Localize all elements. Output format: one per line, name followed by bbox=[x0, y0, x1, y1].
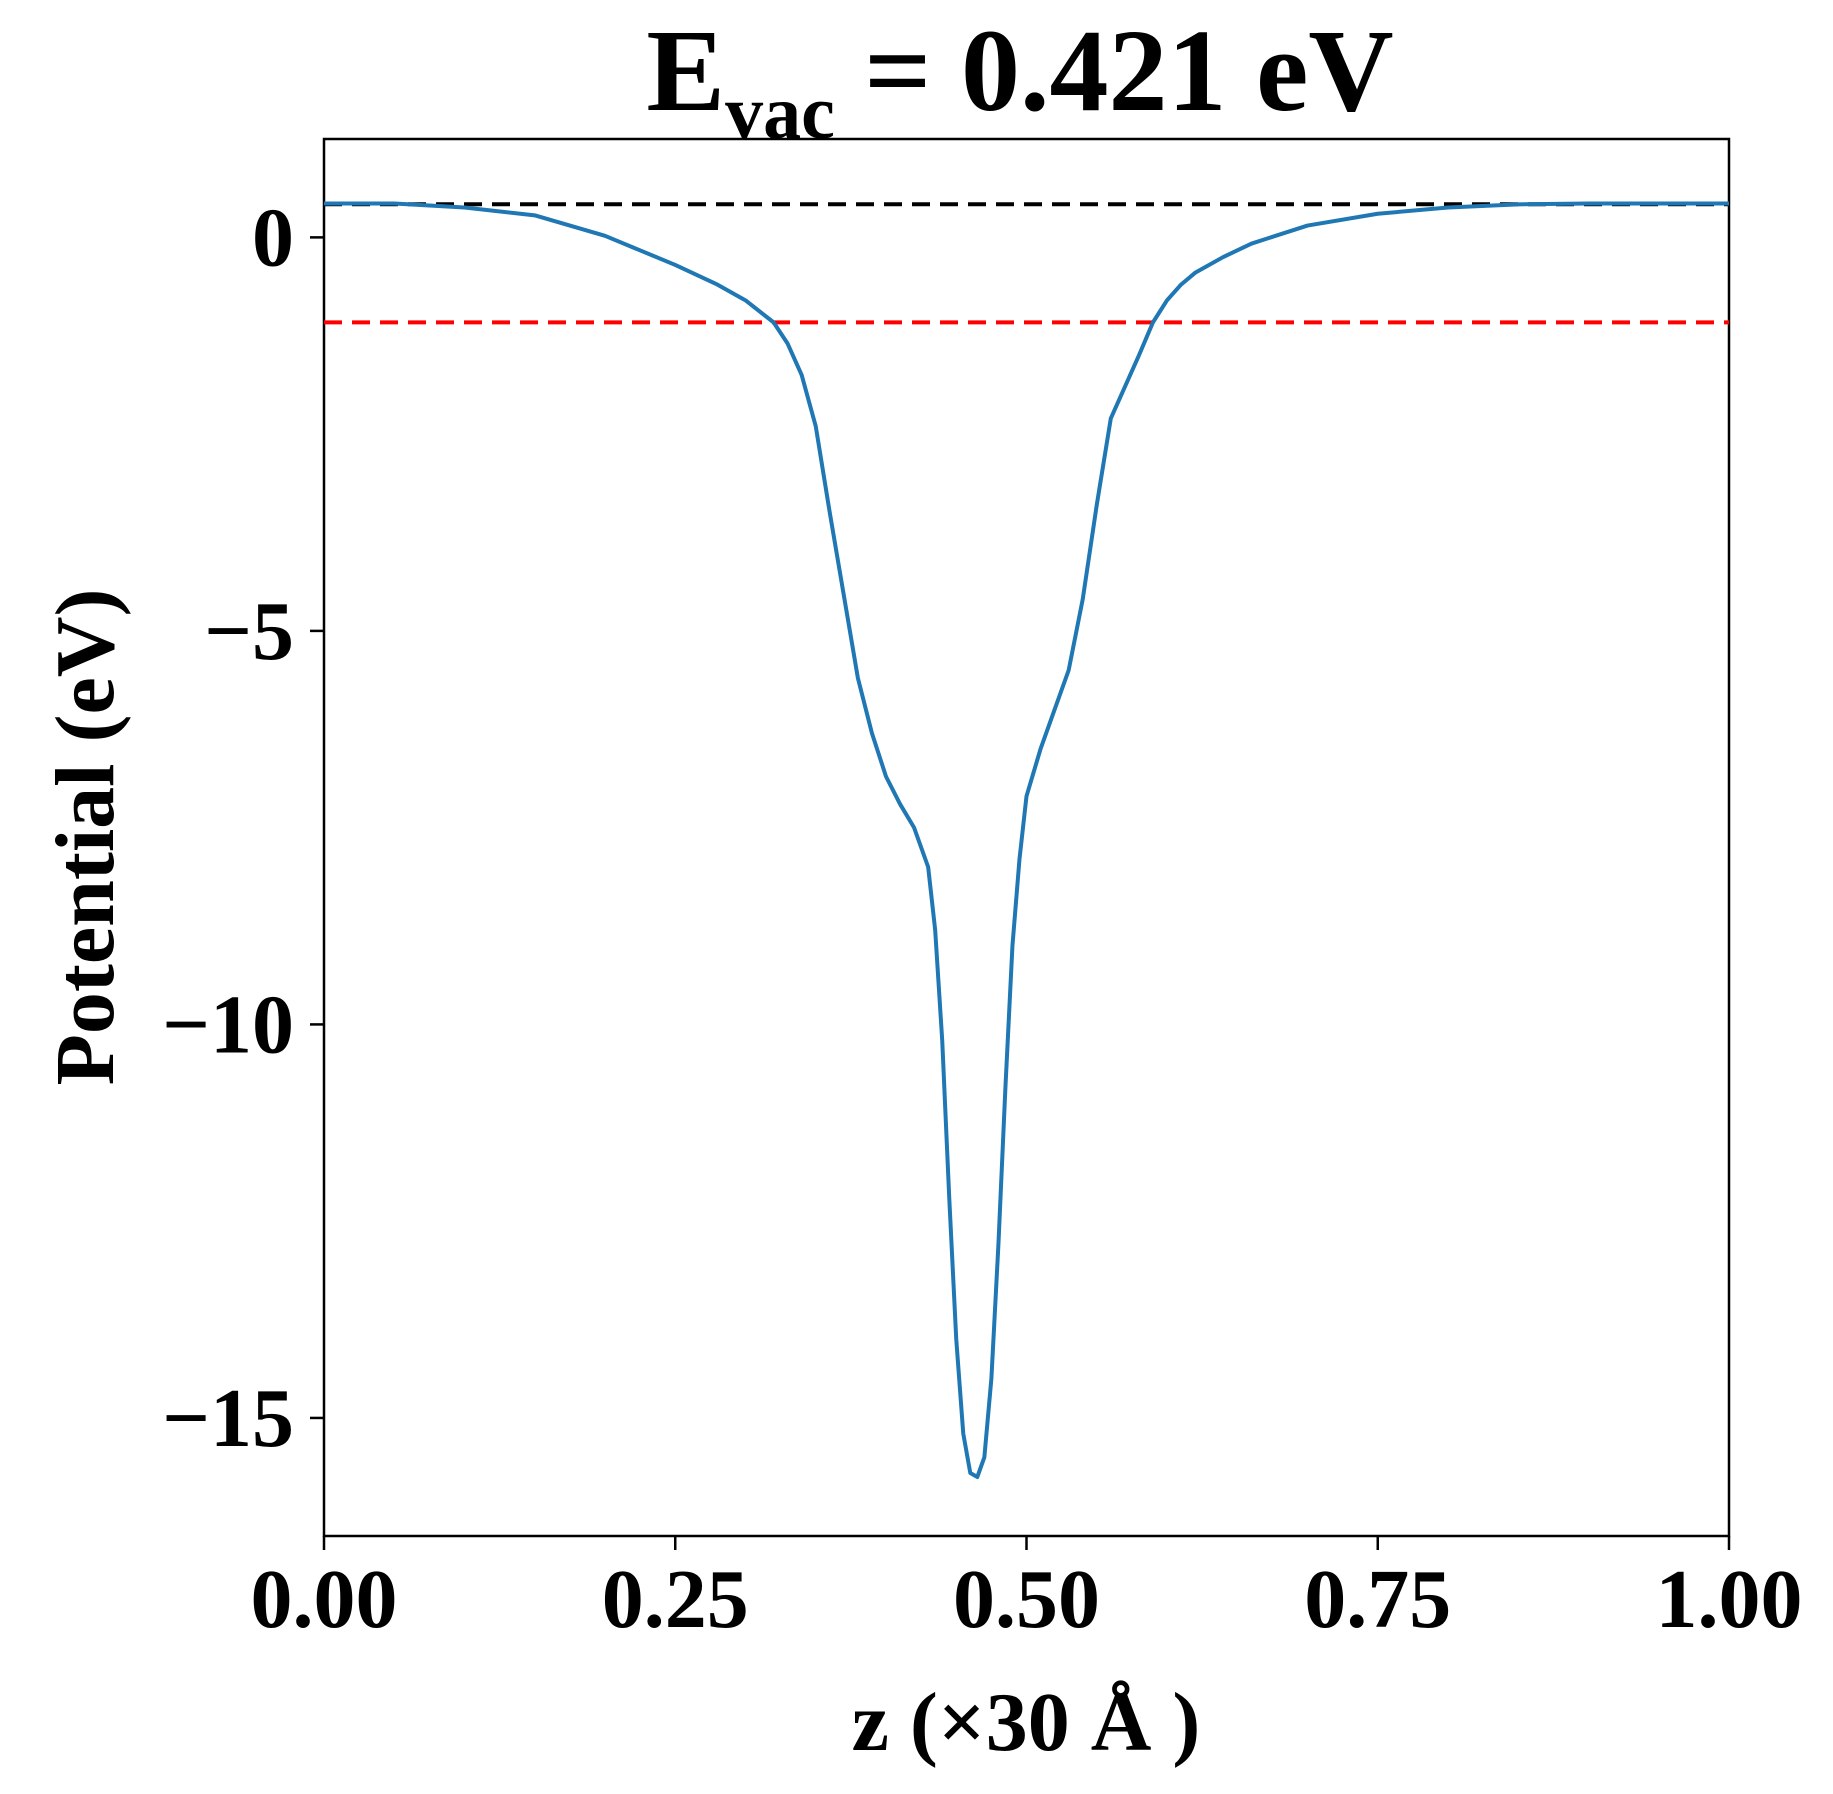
x-tick-label: 1.00 bbox=[1656, 1553, 1803, 1646]
y-tick-label: −10 bbox=[162, 978, 294, 1071]
x-tick-label: 0.00 bbox=[251, 1553, 398, 1646]
y-tick-label: −15 bbox=[162, 1372, 294, 1465]
y-axis-label: Potential (eV) bbox=[39, 589, 132, 1086]
y-tick-label: 0 bbox=[252, 191, 294, 284]
x-axis-ticks: 0.00 0.25 0.50 0.75 1.00 bbox=[251, 1536, 1803, 1646]
y-axis-ticks: 0 −5 −10 −15 bbox=[162, 191, 324, 1465]
title-main: E bbox=[646, 5, 725, 136]
x-tick-label: 0.25 bbox=[602, 1553, 749, 1646]
y-tick-label: −5 bbox=[204, 585, 294, 678]
x-axis-label: z (×30 Å ) bbox=[852, 1676, 1201, 1769]
plot-area-frame bbox=[322, 137, 1731, 1538]
chart-title: Evac = 0.421 eV bbox=[646, 5, 1393, 155]
x-tick-label: 0.50 bbox=[953, 1553, 1100, 1646]
potential-curve bbox=[324, 201, 1729, 1479]
x-tick-label: 0.75 bbox=[1304, 1553, 1451, 1646]
title-rest: = 0.421 eV bbox=[835, 5, 1394, 136]
title-subscript: vac bbox=[725, 71, 835, 155]
